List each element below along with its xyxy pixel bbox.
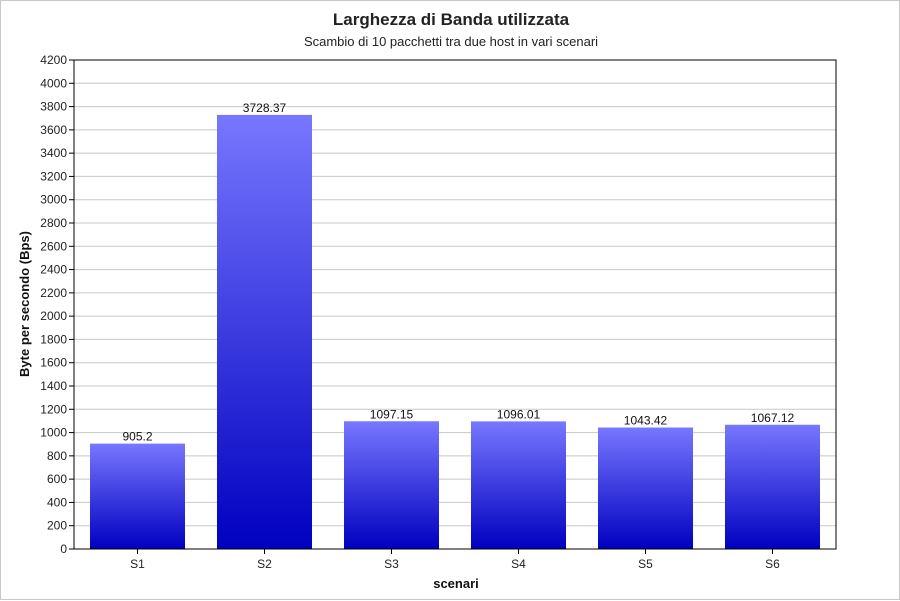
bars — [90, 114, 820, 550]
y-tick-label: 800 — [47, 449, 67, 463]
y-tick-label: 1600 — [40, 356, 67, 370]
y-tick-label: 2200 — [40, 286, 67, 300]
chart-subtitle: Scambio di 10 pacchetti tra due host in … — [304, 34, 598, 49]
y-tick-label: 3400 — [40, 146, 67, 160]
value-label-s3: 1097.15 — [370, 407, 414, 421]
y-tick-label: 400 — [47, 495, 67, 509]
y-tick-label: 600 — [47, 472, 67, 486]
bar-s1 — [90, 443, 185, 549]
y-tick-label: 3800 — [40, 100, 67, 114]
x-tick-label-s2: S2 — [257, 557, 272, 571]
x-tick-label-s3: S3 — [384, 557, 399, 571]
y-tick-label: 2000 — [40, 309, 67, 323]
bar-s5 — [598, 427, 693, 549]
y-tick-label: 3600 — [40, 123, 67, 137]
x-tick-label-s1: S1 — [130, 557, 145, 571]
y-axis-label: Byte per secondo (Bps) — [17, 231, 32, 377]
bar-s2 — [217, 114, 312, 550]
y-tick-label: 3000 — [40, 193, 67, 207]
grid-lines — [74, 59, 836, 550]
y-tick-label: 4000 — [40, 76, 67, 90]
bar-s3 — [344, 421, 439, 549]
y-tick-label: 2600 — [40, 239, 67, 253]
y-tick-label: 1400 — [40, 379, 67, 393]
y-tick-label: 0 — [60, 542, 67, 556]
y-tick-label: 2800 — [40, 216, 67, 230]
y-tick-label: 1800 — [40, 332, 67, 346]
y-tick-label: 3200 — [40, 169, 67, 183]
x-tick-label-s5: S5 — [638, 557, 653, 571]
x-axis-label: scenari — [433, 576, 479, 591]
x-tick-label-s4: S4 — [511, 557, 526, 571]
value-label-s6: 1067.12 — [751, 411, 795, 425]
value-label-s1: 905.2 — [122, 430, 152, 444]
bar-s6 — [725, 424, 820, 549]
value-labels: 905.2 3728.37 1097.15 1096.01 1043.42 1067.12 — [122, 101, 794, 444]
chart-title: Larghezza di Banda utilizzata — [333, 10, 570, 29]
x-axis-ticks: S1 S2 S3 S4 S5 S6 — [130, 549, 780, 571]
y-tick-label: 4200 — [40, 53, 67, 67]
x-tick-label-s6: S6 — [765, 557, 780, 571]
y-axis-ticks: 0 200 400 600 800 1000 1200 1400 1600 1800 2000 220… — [40, 53, 74, 556]
value-label-s4: 1096.01 — [497, 407, 541, 421]
y-tick-label: 200 — [47, 519, 67, 533]
value-label-s2: 3728.37 — [243, 101, 287, 115]
bar-s4 — [471, 421, 566, 549]
y-tick-label: 1000 — [40, 426, 67, 440]
value-label-s5: 1043.42 — [624, 414, 668, 428]
plot-area-border — [73, 59, 837, 550]
y-tick-label: 2400 — [40, 263, 67, 277]
y-tick-label: 1200 — [40, 402, 67, 416]
